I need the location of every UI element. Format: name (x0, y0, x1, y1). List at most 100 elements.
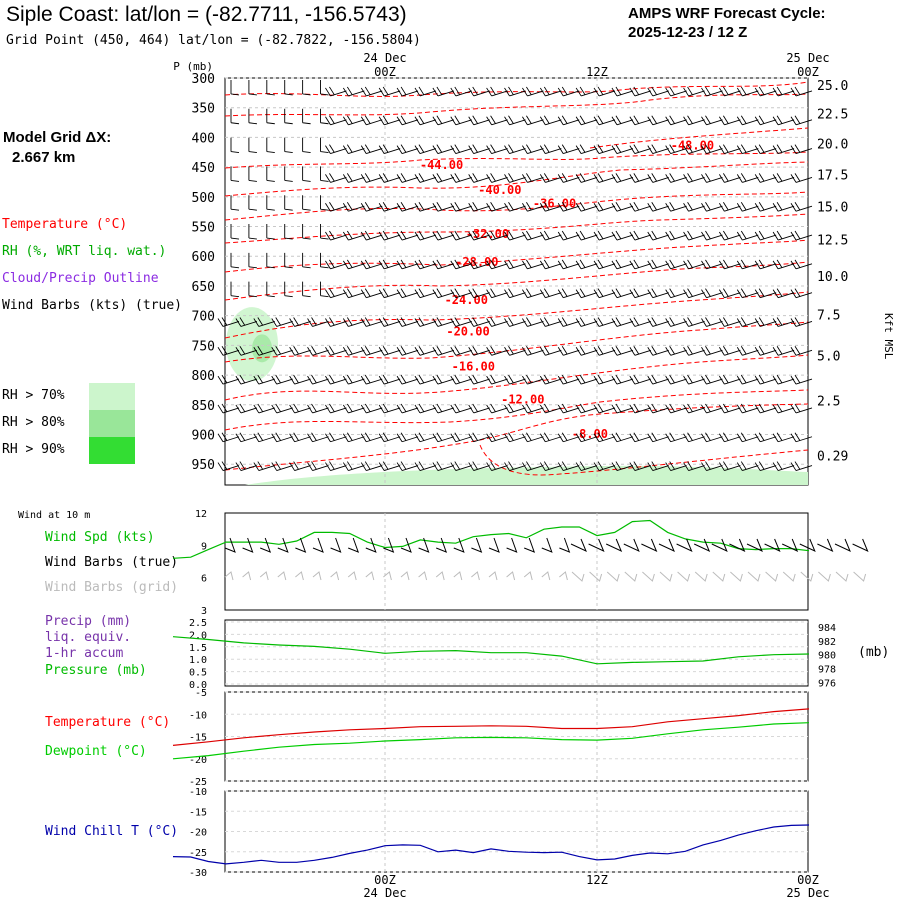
wind-barb (611, 259, 634, 270)
wind-barb (432, 230, 455, 241)
wind-barb (248, 195, 257, 211)
wind-barb (611, 403, 634, 414)
wind-barb (378, 173, 401, 183)
wind-barb (418, 537, 430, 553)
wind-barb (360, 115, 383, 126)
legend-wind-chill: Wind Chill T (°C) (45, 824, 179, 839)
wind-tick-label: 9 (201, 541, 207, 552)
wind-barb (736, 346, 759, 356)
wind-barb (378, 115, 401, 126)
precip-tick-label: 2.0 (189, 630, 207, 641)
wind-barb (606, 571, 620, 582)
wind-barb (224, 571, 234, 581)
pressure-tick-label: 500 (192, 191, 215, 206)
wind-10m-label: Wind at 10 m (18, 510, 91, 521)
wind-barb (400, 571, 410, 581)
wind-barb (450, 317, 472, 327)
wind-barb (557, 115, 580, 126)
wind-barb (754, 374, 777, 385)
rh-70-label: RH > 70% (2, 388, 65, 403)
wind-barb (772, 86, 795, 97)
wind-barb (450, 403, 472, 414)
wind-barb (665, 403, 687, 414)
wind-barb (624, 571, 638, 582)
wind-barb (414, 288, 437, 299)
isotherm-line (224, 403, 809, 471)
model-grid-value: 2.667 km (12, 149, 76, 166)
wind-barb (342, 288, 365, 299)
wind-barb (302, 252, 311, 269)
pressure-axis-title: P (mb) (173, 60, 213, 73)
height-axis-title: Kft MSL (882, 313, 895, 360)
wind-barbs-grid (224, 571, 867, 582)
wind-barb (266, 166, 275, 182)
wind-barb (629, 432, 651, 443)
wind-barb (486, 144, 508, 155)
top-time-label: 12Z (586, 65, 608, 79)
wind-barb (506, 537, 518, 553)
wind-barb (432, 461, 455, 471)
pressure-tick-label: 450 (192, 161, 215, 176)
wind-barb (629, 374, 651, 385)
wind-barb (342, 259, 365, 270)
wind-barb (248, 137, 257, 154)
wind-barb (271, 317, 293, 327)
pressure-tick-label: 550 (192, 221, 215, 236)
wind-barb (665, 432, 687, 443)
wind-barb (230, 224, 240, 240)
wind-barb (834, 538, 851, 552)
legend-temperature-2m: Temperature (°C) (45, 715, 171, 730)
cycle-label: AMPS WRF Forecast Cycle: (628, 5, 826, 22)
wind-barb (781, 538, 799, 552)
wind-barb (271, 374, 293, 385)
wind-barb (504, 346, 526, 356)
wind-barb (486, 374, 508, 385)
wind-barb (504, 288, 526, 299)
wind-barb (468, 86, 490, 97)
wind-barb (468, 432, 490, 443)
wind-barb (701, 374, 723, 385)
wind-barb (736, 259, 759, 270)
wind-barb (718, 374, 741, 385)
wind-barb (522, 461, 544, 471)
wind-barb (647, 288, 669, 299)
isotherm-label: -48.00 (671, 138, 714, 152)
wind-barb (468, 201, 490, 212)
wind-barb (266, 195, 275, 211)
wind-barb (523, 571, 533, 581)
wind-barb (360, 288, 383, 299)
wind-barb (217, 346, 240, 356)
wind-barb (320, 195, 329, 211)
wind-barb (718, 288, 741, 299)
wind-barb (665, 461, 687, 471)
wind-barb (378, 346, 401, 356)
wind-barb (772, 317, 795, 327)
pressure-tick-label: 978 (818, 665, 836, 676)
wind-barb (230, 108, 240, 125)
wind-barb (611, 461, 634, 471)
wind-barb (559, 571, 568, 581)
wind-barb (593, 374, 616, 385)
wind-barb (325, 173, 347, 183)
wind-barb (790, 374, 813, 385)
height-tick-label: 17.5 (817, 168, 848, 183)
wind-barb (330, 571, 340, 581)
wind-barb (575, 201, 598, 212)
wind-barb (486, 230, 508, 241)
wind-barb (736, 173, 759, 183)
temperature-tick-label: -20 (189, 755, 207, 766)
wind-barb (289, 403, 311, 414)
wind-barb (539, 173, 562, 183)
wind-barb (302, 166, 311, 182)
wind-barb (611, 230, 634, 241)
wind-barb (611, 115, 634, 126)
temperature-tick-label: -10 (189, 710, 207, 721)
wind-barb (522, 288, 544, 299)
wind-barb (665, 346, 687, 356)
wind-barb (683, 144, 705, 155)
wind-barb (230, 195, 240, 211)
wind-barb (432, 86, 455, 97)
wind-barb (718, 259, 741, 270)
wind-barb (436, 537, 448, 553)
wind-barb (790, 288, 813, 299)
